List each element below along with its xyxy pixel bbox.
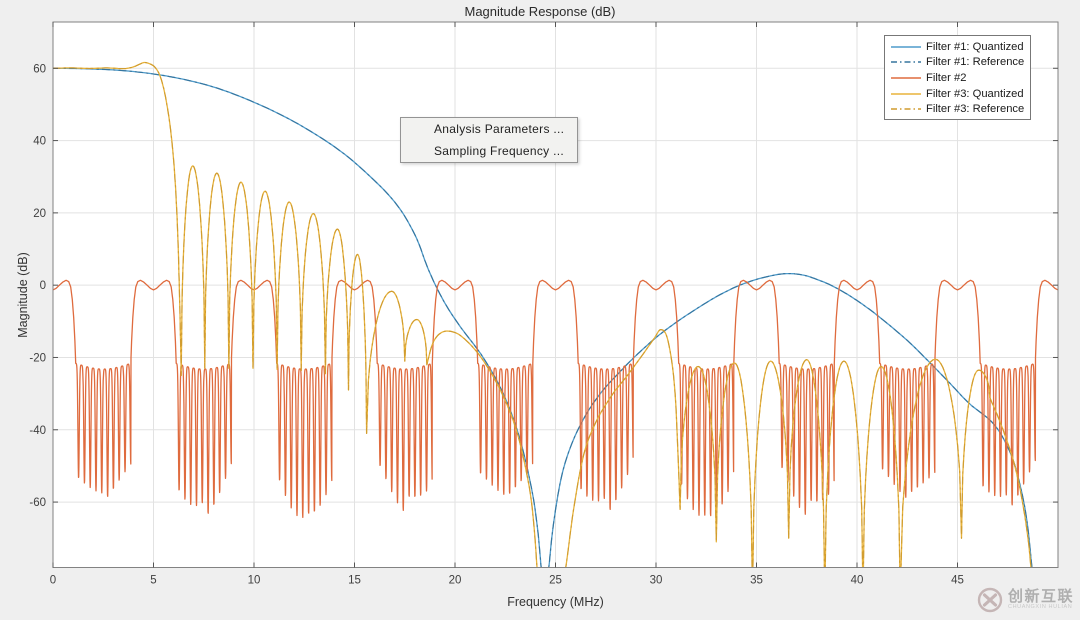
legend-entry[interactable]: Filter #2	[885, 70, 1030, 86]
chart-title: Magnitude Response (dB)	[464, 4, 616, 19]
y-tick-label: 60	[33, 63, 46, 75]
legend-line-sample-filter3-quantized	[891, 92, 921, 95]
legend-label: Filter #2	[926, 71, 967, 84]
watermark-main-text: 创新互联	[1008, 588, 1075, 605]
y-tick-label: 0	[40, 280, 46, 292]
y-tick-label: 40	[33, 136, 46, 148]
x-tick-label: 10	[248, 575, 261, 587]
legend-entry[interactable]: Filter #3: Quantized	[885, 86, 1030, 102]
legend-entry[interactable]: Filter #1: Quantized	[885, 39, 1030, 55]
legend-label: Filter #3: Reference	[926, 103, 1025, 116]
legend-label: Filter #1: Reference	[926, 56, 1025, 69]
menu-item-sampling-frequency[interactable]: Sampling Frequency ...	[434, 144, 564, 158]
y-tick-label: 20	[33, 208, 46, 220]
legend-entry[interactable]: Filter #3: Reference	[885, 101, 1030, 117]
legend-line-sample-filter3-reference	[891, 108, 921, 110]
y-tick-label: -40	[29, 425, 46, 437]
x-tick-label: 30	[650, 575, 663, 587]
x-tick-label: 45	[951, 575, 964, 587]
x-tick-label: 0	[50, 575, 56, 587]
legend-label: Filter #1: Quantized	[926, 40, 1024, 53]
x-tick-label: 25	[549, 575, 562, 587]
watermark: 创新互联 CHUANGXIN HULIAN	[976, 583, 1076, 617]
x-tick-label: 5	[150, 575, 156, 587]
series-path-2	[53, 279, 1058, 518]
curves-layer	[53, 61, 1058, 568]
y-tick-label: -60	[29, 497, 46, 509]
x-tick-label: 20	[449, 575, 462, 587]
context-menu[interactable]: Analysis Parameters ... Sampling Frequen…	[400, 117, 578, 163]
watermark-sub-text: CHUANGXIN HULIAN	[1008, 604, 1073, 610]
x-tick-label: 40	[851, 575, 864, 587]
legend-entry[interactable]: Filter #1: Reference	[885, 55, 1030, 71]
y-axis-label: Magnitude (dB)	[16, 252, 30, 338]
axes: 0 5 10 15 20 25 30 35 40 45 60 40 20 0 -20 -40 -60	[29, 21, 1059, 587]
x-axis-label: Frequency (MHz)	[507, 595, 604, 609]
legend[interactable]: Filter #1: Quantized Filter #1: Referenc…	[884, 35, 1031, 120]
y-tick-label: -20	[29, 352, 46, 364]
circle-x-logo-icon	[977, 587, 1003, 613]
legend-label: Filter #3: Quantized	[926, 87, 1024, 100]
legend-line-sample-filter1-quantized	[891, 46, 921, 48]
legend-line-sample-filter2	[891, 77, 921, 79]
series-path-4	[53, 61, 1032, 568]
x-tick-label: 15	[348, 575, 361, 587]
series-path-1	[53, 67, 1033, 568]
legend-line-sample-filter1-reference	[891, 61, 921, 64]
x-tick-label: 35	[750, 575, 763, 587]
menu-item-analysis-parameters[interactable]: Analysis Parameters ...	[434, 122, 565, 136]
